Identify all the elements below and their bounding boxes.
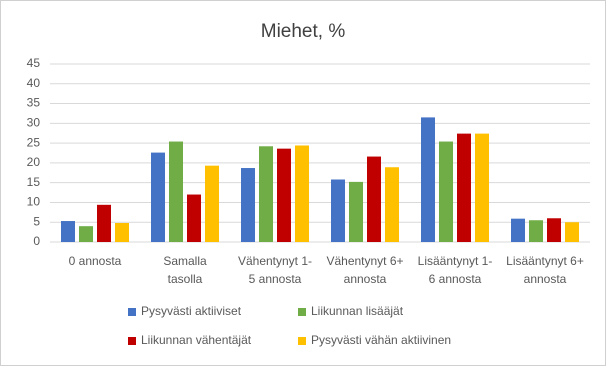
bar xyxy=(439,141,453,242)
bar xyxy=(241,168,255,242)
legend-label: Pysyvästi aktiiviset xyxy=(141,304,242,318)
y-tick-label: 10 xyxy=(27,195,41,209)
bar xyxy=(205,165,219,242)
x-tick-label: Samalla xyxy=(163,254,207,268)
y-tick-label: 5 xyxy=(33,214,40,228)
bar xyxy=(97,204,111,242)
legend-label: Pysyvästi vähän aktiivinen xyxy=(311,333,451,347)
bar xyxy=(277,148,291,242)
x-tick-label: Lisääntynyt 1- xyxy=(418,254,493,268)
bar xyxy=(547,218,561,242)
legend-label: Liikunnan vähentäjät xyxy=(141,333,252,347)
bar xyxy=(421,117,435,242)
x-tick-label: tasolla xyxy=(168,272,203,286)
bar xyxy=(349,181,363,242)
legend-swatch xyxy=(298,337,306,345)
chart-title: Miehet, % xyxy=(261,21,346,42)
bar xyxy=(511,218,525,242)
y-tick-label: 40 xyxy=(27,76,41,90)
bar xyxy=(565,222,579,242)
x-tick-label: annosta xyxy=(344,272,387,286)
bar xyxy=(385,167,399,242)
bar xyxy=(529,220,543,242)
x-tick-label: 6 annosta xyxy=(429,272,482,286)
legend-swatch xyxy=(298,308,306,316)
y-tick-label: 20 xyxy=(27,155,41,169)
legend-swatch xyxy=(128,308,136,316)
bar xyxy=(259,146,273,242)
y-tick-label: 25 xyxy=(27,135,41,149)
legend-swatch xyxy=(128,337,136,345)
bar xyxy=(295,145,309,242)
bar xyxy=(457,133,471,242)
y-tick-label: 45 xyxy=(27,56,41,70)
bar xyxy=(475,133,489,242)
y-tick-label: 30 xyxy=(27,116,41,130)
bar xyxy=(115,223,129,242)
legend-label: Liikunnan lisääjät xyxy=(311,304,404,318)
bar xyxy=(187,194,201,242)
x-tick-label: 5 annosta xyxy=(249,272,302,286)
y-tick-label: 0 xyxy=(33,234,40,248)
bar xyxy=(169,141,183,242)
x-tick-label: Vähentynyt 6+ xyxy=(326,254,403,268)
bar xyxy=(151,152,165,242)
x-tick-label: Lisääntynyt 6+ xyxy=(506,254,584,268)
x-tick-label: Vähentynyt 1- xyxy=(238,254,312,268)
bar xyxy=(61,221,75,242)
bar xyxy=(79,226,93,242)
y-tick-label: 15 xyxy=(27,175,41,189)
bar xyxy=(367,156,381,242)
x-tick-label: annosta xyxy=(524,272,567,286)
bar xyxy=(331,179,345,242)
y-tick-label: 35 xyxy=(27,96,41,110)
x-tick-label: 0 annosta xyxy=(69,254,122,268)
